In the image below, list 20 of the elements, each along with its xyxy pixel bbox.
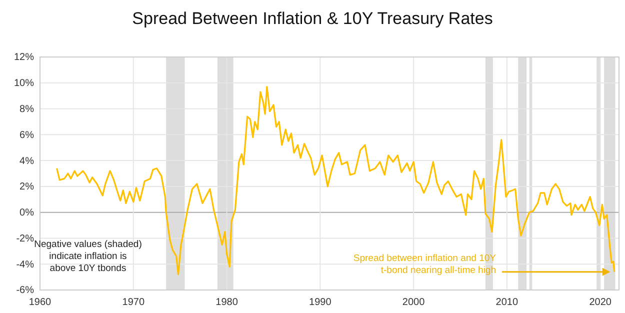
y-tick-label: 8% [20,104,34,115]
x-tick-label: 2020 [589,297,612,308]
annotation: Negative values (shaded) indicate inflation is above 10Y tbonds [34,239,142,274]
x-tick-label: 1980 [216,297,238,308]
y-tick-label: 0% [20,208,34,219]
y-tick-label: 2% [20,182,34,193]
y-tick-label: 10% [14,78,34,90]
x-tick-label: 1960 [28,297,52,308]
y-tick-label: -4% [16,259,34,270]
x-tick-label: 1970 [122,297,145,308]
y-tick-label: -2% [16,233,34,244]
y-tick-label: 12% [14,52,34,64]
x-tick-label: 2000 [402,297,426,308]
chart-title: Spread Between Inflation & 10Y Treasury Rates [132,9,493,28]
y-tick-label: 6% [20,130,34,141]
x-tick-label: 2010 [496,297,518,308]
y-tick-label: 4% [20,156,34,167]
annotation: Spread between inflation and 10Y t-bond nearing all-time high [353,252,497,276]
y-tick-label: -6% [16,285,34,296]
x-tick-label: 1990 [309,297,332,308]
